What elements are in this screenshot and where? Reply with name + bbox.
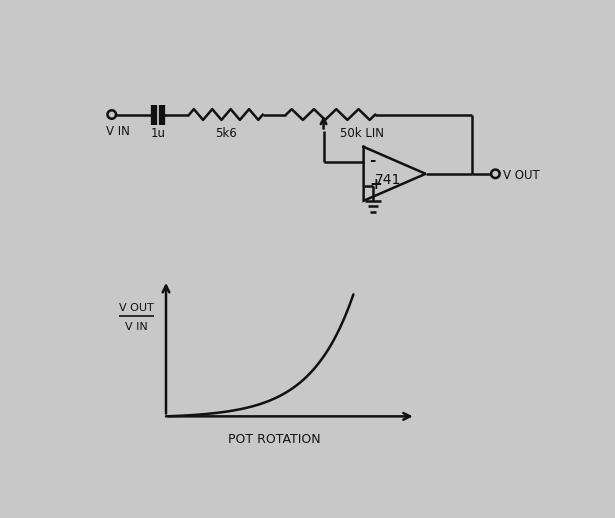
Text: 5k6: 5k6 — [215, 127, 237, 140]
Text: -: - — [369, 153, 375, 168]
Text: V IN: V IN — [125, 322, 148, 332]
Text: 50k LIN: 50k LIN — [339, 127, 384, 140]
Text: +: + — [369, 177, 382, 192]
Text: 1u: 1u — [151, 127, 166, 140]
Text: POT ROTATION: POT ROTATION — [228, 433, 320, 447]
Text: V OUT: V OUT — [119, 303, 154, 313]
Text: 741: 741 — [375, 173, 402, 187]
Text: V IN: V IN — [106, 125, 129, 138]
Text: V OUT: V OUT — [503, 169, 540, 182]
